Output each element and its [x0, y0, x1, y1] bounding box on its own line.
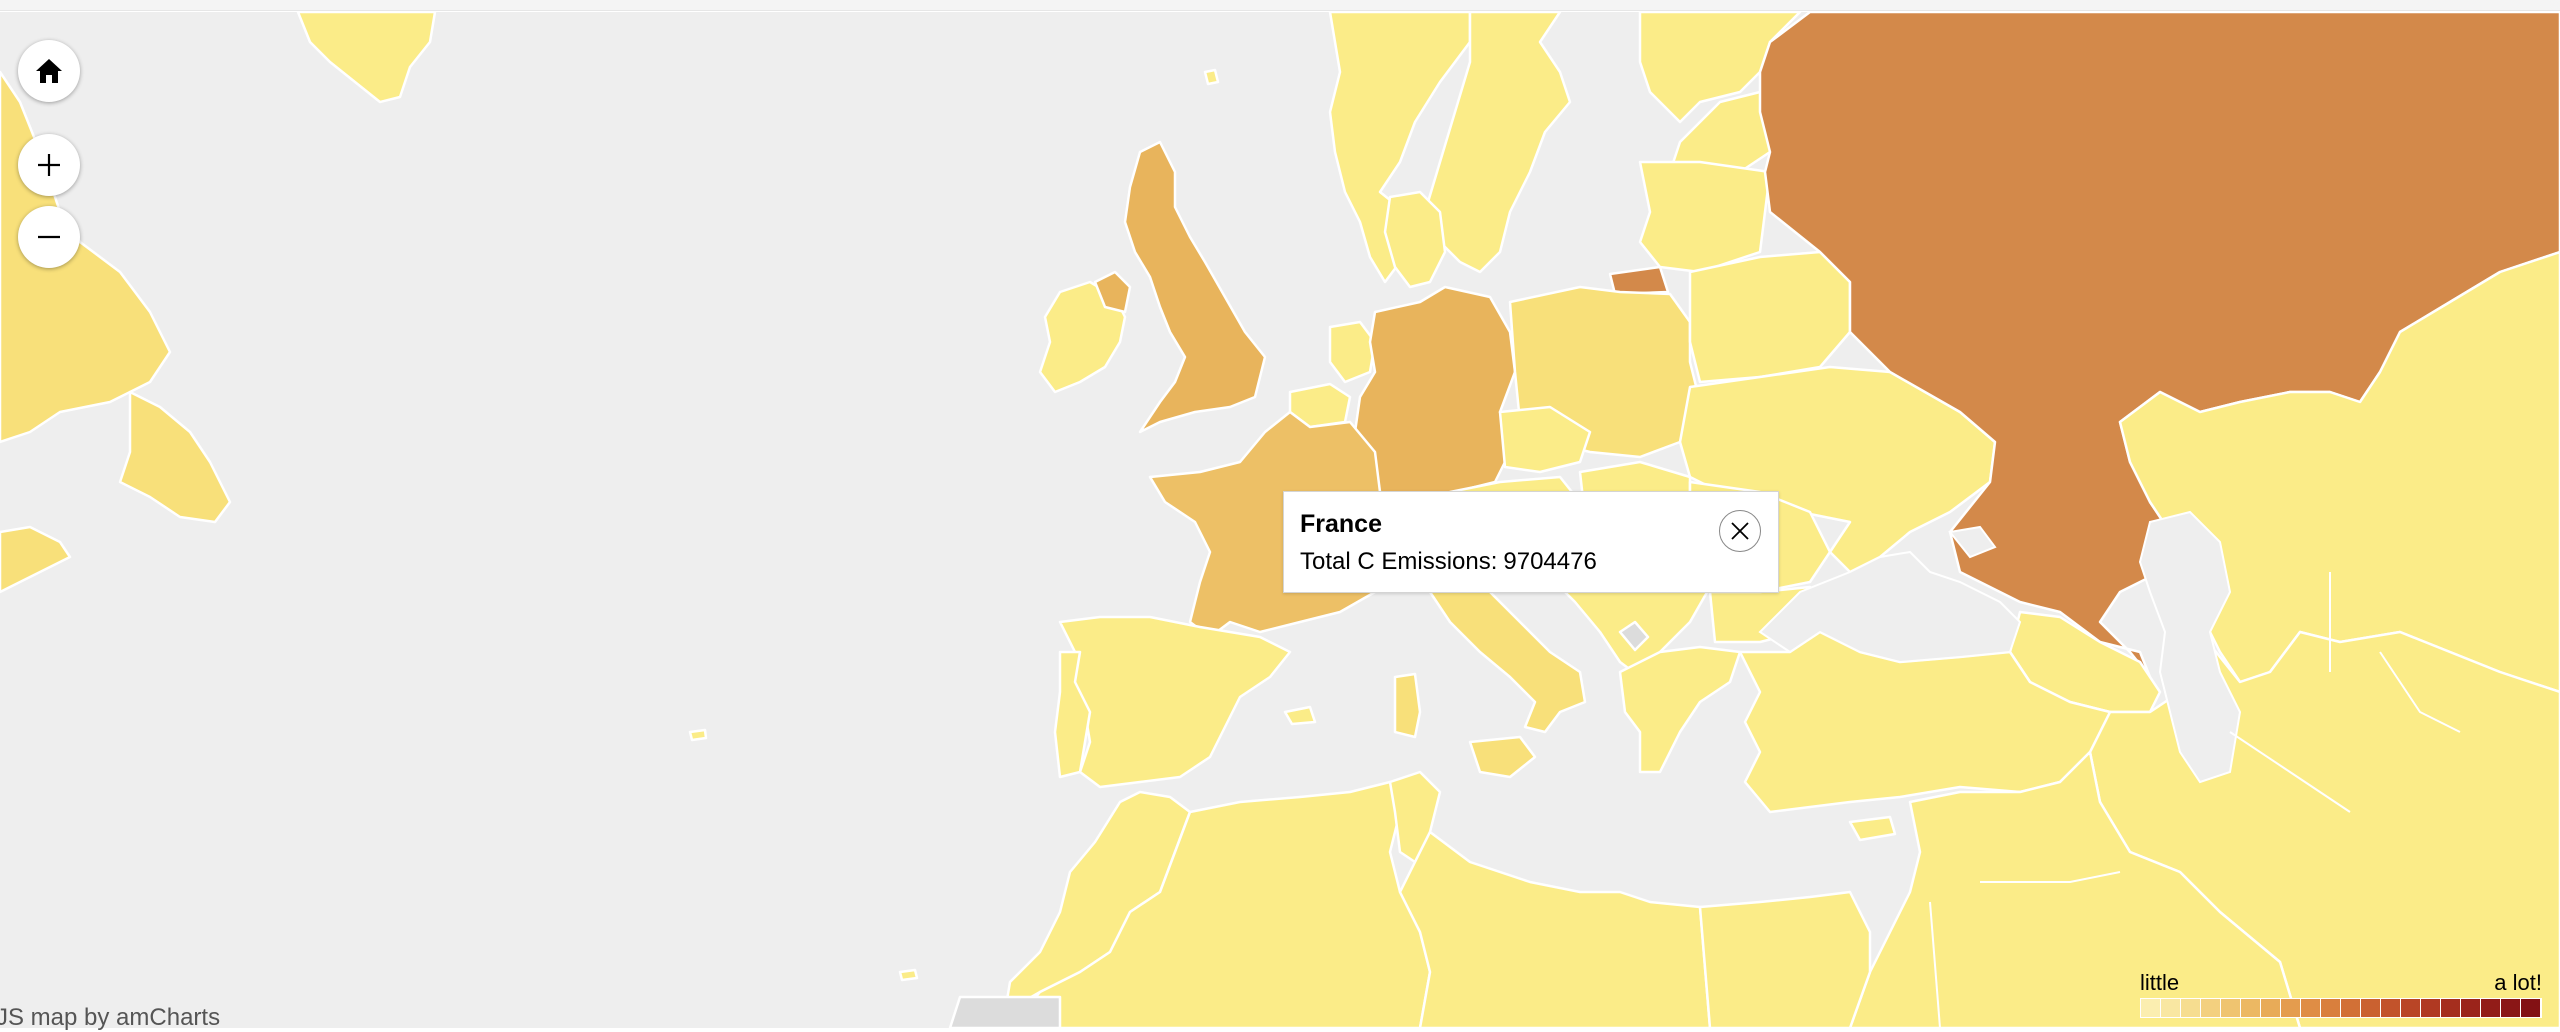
legend-swatch	[2501, 999, 2521, 1017]
legend-swatch	[2261, 999, 2281, 1017]
country-portugal[interactable]	[1053, 650, 1092, 779]
legend-high-label: a lot!	[2494, 970, 2542, 995]
country-baltics[interactable]	[1638, 160, 1772, 274]
azov-sea	[1948, 525, 1997, 559]
country-uk-nireland[interactable]	[1093, 270, 1132, 314]
close-icon	[1731, 522, 1749, 540]
plus-icon	[38, 154, 60, 176]
legend-swatch	[2141, 999, 2161, 1017]
country-germany[interactable]	[1353, 285, 1517, 499]
legend-swatch	[2401, 999, 2421, 1017]
country-czechia[interactable]	[1498, 405, 1592, 474]
legend-swatch	[2481, 999, 2501, 1017]
tooltip-line: Total C Emissions: 9704476	[1300, 548, 1597, 576]
map-credit-link[interactable]: JS map by amCharts	[0, 1004, 221, 1031]
canary-islands[interactable]	[898, 968, 919, 982]
tooltip-value: 9704476	[1503, 548, 1597, 575]
country-belarus[interactable]	[1688, 250, 1852, 384]
home-button[interactable]	[18, 40, 80, 102]
legend-swatch	[2241, 999, 2261, 1017]
country-italy-sicily[interactable]	[1468, 735, 1537, 779]
country-sweden[interactable]	[1423, 12, 1572, 274]
legend-swatch	[2341, 999, 2361, 1017]
balearic-islands[interactable]	[1283, 705, 1317, 726]
legend-swatch	[2221, 999, 2241, 1017]
legend-low-label: little	[2140, 970, 2180, 995]
legend-color-scale	[2140, 998, 2542, 1018]
country-greenland[interactable]	[296, 12, 437, 104]
map-canvas[interactable]	[0, 12, 2560, 1028]
country-denmark[interactable]	[1383, 190, 1447, 289]
country-kosovo[interactable]	[1618, 620, 1650, 652]
country-tooltip: France Total C Emissions: 9704476	[1283, 491, 1779, 593]
legend-swatch	[2321, 999, 2341, 1017]
country-united-kingdom[interactable]	[1123, 140, 1267, 434]
azores[interactable]	[688, 728, 708, 742]
legend-swatch	[2441, 999, 2461, 1017]
caspian-sea	[2138, 510, 2242, 784]
top-bar	[0, 0, 2560, 11]
legend-swatch	[2521, 999, 2541, 1017]
tooltip-title: France	[1300, 510, 1382, 538]
country-egypt[interactable]	[1698, 890, 1872, 1028]
legend-swatch	[2161, 999, 2181, 1017]
zoom-out-button[interactable]	[18, 206, 80, 268]
tooltip-label: Total C Emissions:	[1300, 548, 1498, 575]
legend-swatch	[2301, 999, 2321, 1017]
country-kaliningrad[interactable]	[1608, 265, 1670, 296]
newfoundland[interactable]	[118, 390, 232, 524]
zoom-in-button[interactable]	[18, 134, 80, 196]
country-middle-east[interactable]	[1848, 750, 2302, 1028]
country-netherlands[interactable]	[1328, 320, 1377, 384]
legend-swatch	[2381, 999, 2401, 1017]
tooltip-close-button[interactable]	[1719, 510, 1761, 552]
heat-legend: little a lot!	[2138, 968, 2542, 1020]
country-italy-sardinia[interactable]	[1393, 672, 1422, 739]
country-greece[interactable]	[1618, 645, 1742, 774]
legend-swatch	[2281, 999, 2301, 1017]
country-western-sahara[interactable]	[948, 995, 1062, 1028]
legend-swatch	[2461, 999, 2481, 1017]
black-sea	[1758, 550, 2022, 664]
faroe[interactable]	[1203, 68, 1220, 86]
home-icon	[36, 59, 62, 83]
nova-scotia[interactable]	[0, 525, 72, 594]
legend-swatch	[2201, 999, 2221, 1017]
world-map[interactable]	[0, 12, 2560, 1028]
legend-swatch	[2181, 999, 2201, 1017]
country-cyprus[interactable]	[1848, 815, 1897, 842]
legend-swatch	[2361, 999, 2381, 1017]
minus-icon	[38, 235, 60, 239]
legend-swatch	[2421, 999, 2441, 1017]
country-spain[interactable]	[1058, 615, 1292, 789]
country-finland[interactable]	[1638, 12, 1802, 124]
country-libya[interactable]	[1398, 830, 1712, 1028]
